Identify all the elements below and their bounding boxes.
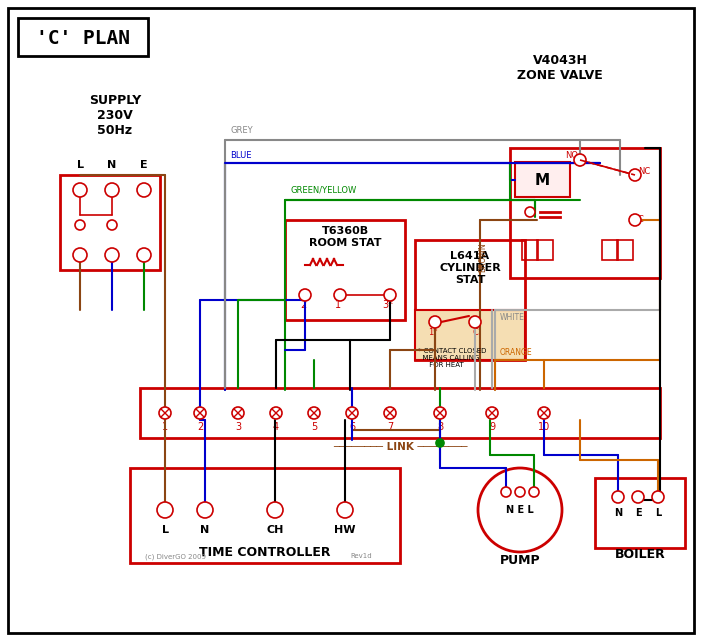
Text: (c) DiverGO 2009: (c) DiverGO 2009 <box>145 553 206 560</box>
Text: M: M <box>534 172 550 188</box>
Text: 5: 5 <box>311 422 317 432</box>
Text: L: L <box>655 508 661 518</box>
Circle shape <box>529 487 539 497</box>
Text: BROWN: BROWN <box>478 242 487 272</box>
Text: WHITE: WHITE <box>500 313 525 322</box>
Circle shape <box>105 183 119 197</box>
Text: 2: 2 <box>300 300 306 310</box>
Text: CH: CH <box>266 525 284 535</box>
Circle shape <box>436 439 444 447</box>
Circle shape <box>346 407 358 419</box>
Text: 3*: 3* <box>383 300 393 310</box>
Circle shape <box>384 407 396 419</box>
Text: GREY: GREY <box>230 126 253 135</box>
Text: N: N <box>614 508 622 518</box>
Circle shape <box>629 169 641 181</box>
Text: E: E <box>635 508 642 518</box>
Text: 6: 6 <box>349 422 355 432</box>
Circle shape <box>299 289 311 301</box>
Circle shape <box>337 502 353 518</box>
Circle shape <box>308 407 320 419</box>
Text: HW: HW <box>334 525 356 535</box>
Text: ──────── LINK ────────: ──────── LINK ──────── <box>333 442 468 452</box>
Circle shape <box>652 491 664 503</box>
Circle shape <box>429 316 441 328</box>
Text: GREEN/YELLOW: GREEN/YELLOW <box>290 185 356 194</box>
Circle shape <box>469 316 481 328</box>
Text: 'C' PLAN: 'C' PLAN <box>36 28 130 47</box>
Text: BLUE: BLUE <box>230 151 251 160</box>
Text: L: L <box>77 160 84 170</box>
Text: NO: NO <box>565 151 578 160</box>
Circle shape <box>159 407 171 419</box>
Circle shape <box>137 248 151 262</box>
Text: ORANGE: ORANGE <box>500 348 533 357</box>
Circle shape <box>197 502 213 518</box>
Circle shape <box>137 183 151 197</box>
Circle shape <box>629 214 641 226</box>
Circle shape <box>334 289 346 301</box>
FancyBboxPatch shape <box>415 310 525 360</box>
Text: 10: 10 <box>538 422 550 432</box>
Text: NC: NC <box>638 167 650 176</box>
Text: PUMP: PUMP <box>500 553 541 567</box>
Text: C: C <box>638 215 644 224</box>
Circle shape <box>525 207 535 217</box>
Text: L641A
CYLINDER
STAT: L641A CYLINDER STAT <box>439 251 501 285</box>
FancyBboxPatch shape <box>515 162 570 197</box>
Text: 1: 1 <box>335 300 341 310</box>
Circle shape <box>632 491 644 503</box>
Circle shape <box>501 487 511 497</box>
Text: * CONTACT CLOSED
  MEANS CALLING
     FOR HEAT: * CONTACT CLOSED MEANS CALLING FOR HEAT <box>418 348 486 368</box>
Circle shape <box>107 220 117 230</box>
Text: N E L: N E L <box>506 505 534 515</box>
Circle shape <box>105 248 119 262</box>
Circle shape <box>384 289 396 301</box>
Text: 1: 1 <box>162 422 168 432</box>
Text: SUPPLY
230V
50Hz: SUPPLY 230V 50Hz <box>89 94 141 137</box>
Text: N: N <box>200 525 210 535</box>
Text: C: C <box>472 328 478 337</box>
Text: 8: 8 <box>437 422 443 432</box>
Text: 2: 2 <box>197 422 203 432</box>
Text: 3: 3 <box>235 422 241 432</box>
Text: 1*: 1* <box>428 328 438 337</box>
Text: T6360B
ROOM STAT: T6360B ROOM STAT <box>309 226 381 248</box>
Circle shape <box>75 220 85 230</box>
Text: L: L <box>161 525 168 535</box>
Text: E: E <box>140 160 148 170</box>
Circle shape <box>574 154 586 166</box>
Text: BOILER: BOILER <box>615 549 665 562</box>
Text: N: N <box>107 160 117 170</box>
Circle shape <box>73 248 87 262</box>
Circle shape <box>612 491 624 503</box>
Text: Rev1d: Rev1d <box>350 553 371 559</box>
Text: V4043H
ZONE VALVE: V4043H ZONE VALVE <box>517 54 603 82</box>
Text: 9: 9 <box>489 422 495 432</box>
Circle shape <box>538 407 550 419</box>
Circle shape <box>267 502 283 518</box>
Circle shape <box>478 468 562 552</box>
Circle shape <box>73 183 87 197</box>
Circle shape <box>515 487 525 497</box>
Text: 7: 7 <box>387 422 393 432</box>
Circle shape <box>232 407 244 419</box>
Circle shape <box>194 407 206 419</box>
Text: 4: 4 <box>273 422 279 432</box>
Circle shape <box>270 407 282 419</box>
Circle shape <box>486 407 498 419</box>
Text: TIME CONTROLLER: TIME CONTROLLER <box>199 545 331 558</box>
Circle shape <box>157 502 173 518</box>
Circle shape <box>434 407 446 419</box>
